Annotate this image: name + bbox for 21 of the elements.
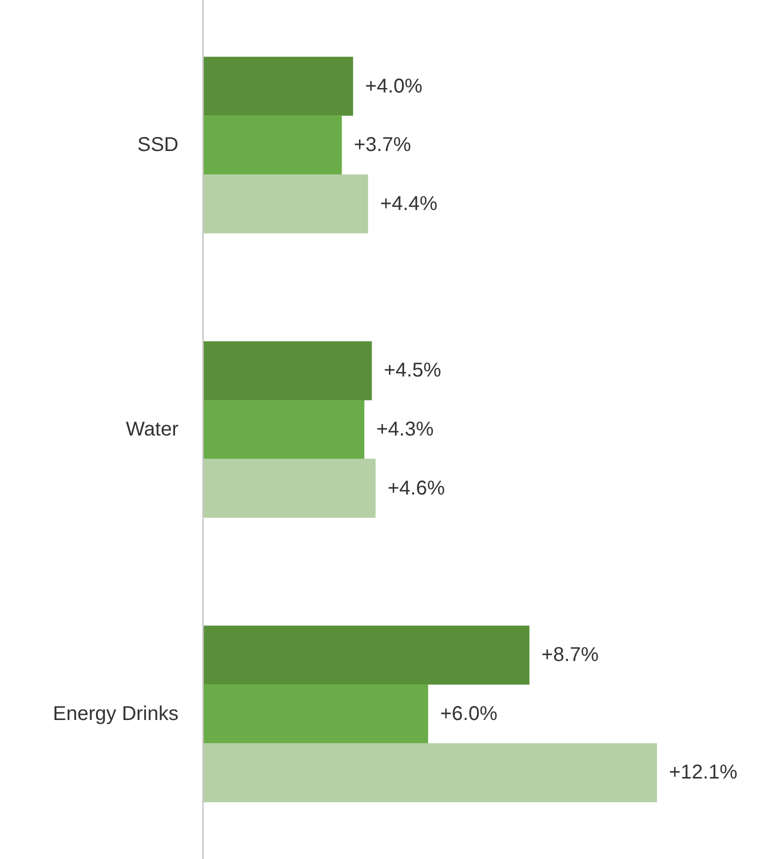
- bar: [203, 174, 368, 234]
- data-label: +3.7%: [354, 134, 412, 156]
- bar: [203, 684, 428, 744]
- bar: [203, 626, 530, 685]
- data-label: +4.5%: [384, 360, 442, 382]
- data-label: +6.0%: [440, 702, 498, 725]
- data-label: +4.3%: [376, 418, 434, 440]
- bar: [203, 458, 376, 518]
- y-tick-label: Energy Drinks: [52, 702, 178, 725]
- data-label: +4.4%: [380, 192, 438, 215]
- bar: [203, 400, 364, 459]
- bar: [203, 743, 657, 802]
- y-tick-label: Water: [126, 418, 179, 440]
- y-tick-label: SSD: [137, 134, 178, 156]
- data-label: +12.1%: [669, 762, 738, 784]
- data-label: +8.7%: [541, 644, 599, 666]
- bar: [203, 116, 342, 175]
- data-label: +4.0%: [365, 75, 423, 98]
- bar: [203, 341, 372, 400]
- data-label: +4.6%: [388, 477, 446, 500]
- bar: [203, 56, 354, 116]
